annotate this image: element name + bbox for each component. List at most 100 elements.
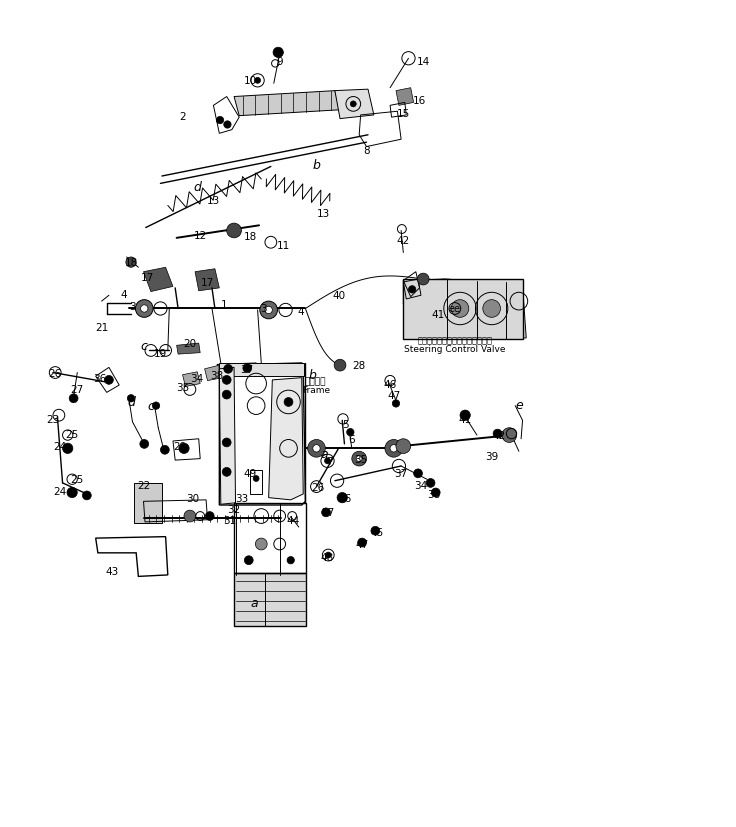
Text: 13: 13 — [207, 195, 220, 205]
Circle shape — [350, 102, 356, 108]
Text: 44: 44 — [286, 515, 300, 525]
Text: 35: 35 — [176, 383, 189, 393]
Text: 18: 18 — [124, 258, 138, 268]
Text: d: d — [127, 396, 135, 409]
Circle shape — [255, 538, 267, 550]
Text: 6: 6 — [348, 434, 355, 444]
Text: 47: 47 — [355, 539, 369, 549]
Text: 1: 1 — [221, 299, 228, 309]
Text: 14: 14 — [417, 57, 430, 67]
Circle shape — [222, 390, 231, 399]
Circle shape — [260, 302, 277, 319]
Circle shape — [140, 440, 149, 449]
Text: ee: ee — [449, 304, 461, 314]
Text: 18: 18 — [244, 232, 257, 242]
Circle shape — [141, 305, 148, 313]
Text: 4: 4 — [297, 307, 304, 317]
Circle shape — [287, 557, 294, 564]
Circle shape — [127, 395, 135, 403]
Circle shape — [69, 394, 78, 404]
Polygon shape — [219, 368, 236, 504]
Bar — [134, 483, 162, 523]
Bar — [234, 503, 306, 573]
Text: 35: 35 — [354, 454, 367, 464]
Text: 46: 46 — [383, 379, 397, 389]
Text: 37: 37 — [394, 469, 408, 479]
Polygon shape — [335, 90, 374, 119]
Text: c: c — [141, 339, 148, 352]
Polygon shape — [217, 364, 259, 375]
Text: 13: 13 — [317, 208, 330, 218]
Circle shape — [222, 468, 231, 476]
Text: 3: 3 — [129, 302, 136, 312]
Circle shape — [334, 360, 346, 371]
Circle shape — [243, 364, 252, 373]
Circle shape — [352, 452, 367, 466]
Bar — [250, 471, 262, 495]
Polygon shape — [396, 88, 414, 106]
Text: 16: 16 — [413, 96, 426, 106]
Circle shape — [205, 512, 214, 521]
Circle shape — [414, 470, 422, 478]
Text: 25: 25 — [71, 475, 84, 485]
Text: フレーム: フレーム — [304, 376, 326, 385]
Text: 39: 39 — [485, 452, 498, 461]
Circle shape — [392, 400, 400, 408]
Polygon shape — [195, 270, 219, 291]
Circle shape — [265, 307, 272, 314]
Text: 41: 41 — [459, 414, 472, 424]
Circle shape — [253, 476, 259, 482]
Text: 36: 36 — [338, 493, 351, 503]
Circle shape — [371, 527, 380, 536]
Text: 11: 11 — [277, 241, 290, 251]
Text: e: e — [515, 398, 523, 411]
Circle shape — [222, 376, 231, 385]
Text: 42: 42 — [492, 431, 506, 441]
Text: 26: 26 — [49, 368, 62, 378]
Circle shape — [325, 458, 330, 464]
Circle shape — [63, 443, 73, 454]
Text: 8: 8 — [363, 146, 370, 155]
Text: ステアリングコントロールバルブ: ステアリングコントロールバルブ — [417, 336, 492, 345]
Circle shape — [308, 440, 325, 457]
Circle shape — [216, 117, 224, 125]
Circle shape — [105, 376, 113, 385]
Text: 4: 4 — [120, 289, 127, 299]
Text: 2: 2 — [179, 112, 186, 122]
Circle shape — [358, 538, 367, 547]
Text: 7: 7 — [326, 457, 333, 466]
Bar — [234, 574, 306, 627]
Circle shape — [417, 274, 429, 285]
Text: 24: 24 — [54, 486, 67, 496]
Circle shape — [322, 509, 330, 517]
Text: 23: 23 — [46, 414, 60, 424]
Circle shape — [347, 429, 354, 437]
Circle shape — [396, 439, 411, 454]
Text: Frame: Frame — [302, 385, 330, 394]
Text: d: d — [194, 180, 201, 194]
Text: 37: 37 — [240, 365, 253, 375]
Text: 27: 27 — [321, 508, 334, 518]
Text: 10: 10 — [244, 75, 257, 85]
Text: b: b — [309, 369, 316, 382]
Text: a: a — [320, 447, 328, 461]
Text: 31: 31 — [223, 515, 236, 525]
Polygon shape — [234, 92, 340, 117]
Text: 49: 49 — [244, 469, 257, 479]
Circle shape — [135, 300, 153, 318]
Text: 9: 9 — [276, 57, 283, 67]
Text: 26: 26 — [311, 482, 325, 492]
Text: 34: 34 — [414, 480, 428, 490]
Circle shape — [224, 122, 231, 129]
Circle shape — [390, 445, 397, 452]
Circle shape — [385, 440, 403, 457]
Circle shape — [325, 552, 331, 558]
Text: 27: 27 — [71, 385, 84, 395]
Circle shape — [152, 403, 160, 410]
Circle shape — [493, 430, 502, 438]
Text: 34: 34 — [191, 373, 204, 383]
Text: b: b — [313, 160, 320, 172]
Circle shape — [222, 438, 231, 447]
Text: 25: 25 — [66, 429, 79, 439]
Text: 29: 29 — [174, 442, 187, 452]
